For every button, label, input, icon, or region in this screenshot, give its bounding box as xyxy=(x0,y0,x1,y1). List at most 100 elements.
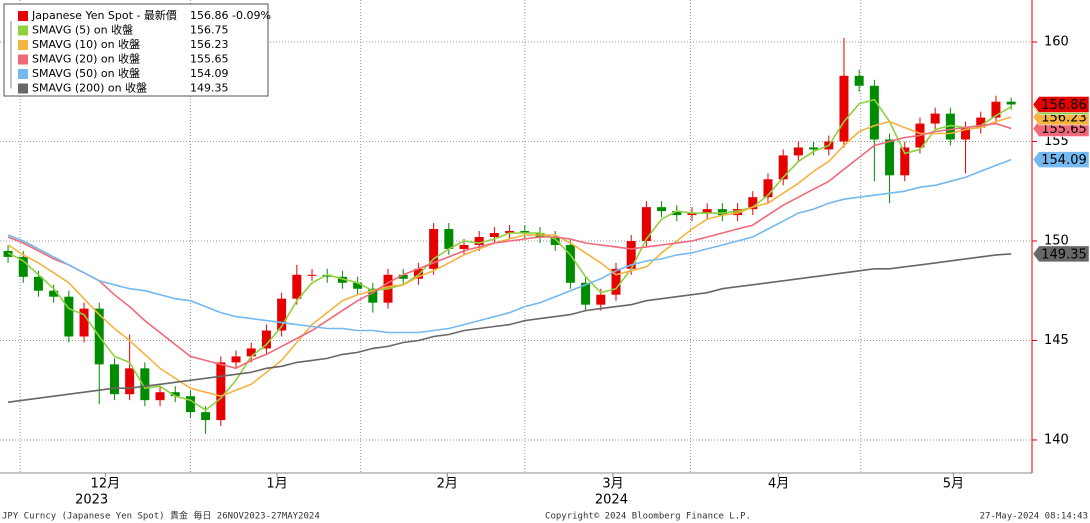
y-tick-label: 150 xyxy=(1044,233,1069,248)
candle-body xyxy=(961,127,971,140)
candle-body xyxy=(1006,101,1016,105)
x-tick-label: 4月 xyxy=(768,477,789,492)
value-tag xyxy=(1032,245,1090,263)
value-tag-label: 154.09 xyxy=(1041,153,1087,168)
candle-body xyxy=(596,294,606,305)
candle-body xyxy=(261,330,271,349)
legend-swatch xyxy=(18,25,28,36)
candle-body xyxy=(170,392,180,397)
candle-body xyxy=(793,147,803,156)
candle-body xyxy=(657,207,667,212)
plot-area xyxy=(0,0,1030,473)
legend-box xyxy=(3,3,269,97)
x-tick-label: 2月 xyxy=(437,477,458,492)
candle-body xyxy=(869,85,879,140)
legend-swatch xyxy=(18,83,28,94)
value-tag-label: 155.65 xyxy=(1041,122,1087,137)
footer-right: 27-May-2024 08:14:43 xyxy=(980,512,1088,522)
year-label: 2024 xyxy=(595,493,628,508)
value-tag-label: 149.35 xyxy=(1041,247,1087,262)
candle-body xyxy=(581,282,591,305)
legend-label: SMAVG (200) on 收盤 xyxy=(32,81,147,95)
candle-body xyxy=(672,211,682,216)
legend-value: 156.23 xyxy=(190,38,229,51)
candle-body xyxy=(125,368,135,395)
candle-body xyxy=(550,236,560,245)
x-tick-label: 12月 xyxy=(91,477,121,492)
legend-value: 156.86 xyxy=(190,9,229,22)
candle-body xyxy=(976,117,986,128)
candle-body xyxy=(748,197,758,210)
ma-line xyxy=(7,253,1012,403)
legend-value: 149.35 xyxy=(190,82,229,95)
candle-body xyxy=(778,155,788,180)
candle-body xyxy=(33,276,43,291)
value-tag xyxy=(1032,96,1090,113)
y-tick-label: 145 xyxy=(1044,333,1069,348)
candle-body xyxy=(733,209,743,216)
candle-body xyxy=(489,233,499,237)
candle-body xyxy=(246,348,256,357)
x-tick-label: 5月 xyxy=(943,477,964,492)
ma-line xyxy=(7,158,1012,334)
candle-body xyxy=(337,276,347,283)
legend-label: SMAVG (5) on 收盤 xyxy=(32,23,133,37)
candle-body xyxy=(322,274,332,277)
candle-body xyxy=(292,274,302,299)
candle-body xyxy=(687,213,697,216)
candle-body xyxy=(930,113,940,124)
candle-body xyxy=(991,101,1001,118)
value-tag xyxy=(1032,151,1090,168)
candle-body xyxy=(231,356,241,363)
candle-body xyxy=(140,368,150,401)
legend-swatch xyxy=(18,54,28,65)
legend-change: -0.09% xyxy=(232,9,271,22)
candle-body xyxy=(809,147,819,150)
candle-body xyxy=(717,209,727,216)
candle-body xyxy=(398,274,408,279)
ma-line xyxy=(7,116,1012,398)
candle-body xyxy=(109,364,119,395)
y-tick-label: 160 xyxy=(1044,34,1069,49)
candle-body xyxy=(854,75,864,86)
footer-left: JPY Curncy (Japanese Yen Spot) 貴金 毎日 26N… xyxy=(2,510,320,522)
candle-body xyxy=(201,412,211,421)
candle-body xyxy=(185,396,195,413)
candle-body xyxy=(474,236,484,245)
candle-body xyxy=(368,288,378,303)
candle-body xyxy=(611,268,621,295)
legend-swatch xyxy=(18,40,28,50)
ma-line xyxy=(7,98,1012,412)
legend-label: SMAVG (50) on 收盤 xyxy=(32,66,140,80)
legend: Japanese Yen Spot - 最新價 156.86 -0.09% SMAVG… xyxy=(3,3,271,97)
candle-body xyxy=(702,209,712,214)
candle-body xyxy=(353,282,363,289)
candle-body xyxy=(18,256,28,277)
legend-label: Japanese Yen Spot - 最新價 xyxy=(31,8,177,22)
candle-body xyxy=(277,298,287,331)
candle-body xyxy=(49,290,59,297)
legend-label: SMAVG (10) on 收盤 xyxy=(32,37,140,51)
year-label: 2023 xyxy=(75,493,108,508)
candle-body xyxy=(3,250,13,257)
x-tick-label: 3月 xyxy=(602,477,623,492)
legend-swatch xyxy=(18,11,28,21)
candle-body xyxy=(505,231,515,234)
candle-body xyxy=(945,113,955,140)
x-tick-label: 1月 xyxy=(266,477,287,492)
candle-body xyxy=(641,207,651,241)
candle-body xyxy=(626,240,636,269)
legend-value: 156.75 xyxy=(190,24,229,37)
legend-value: 155.65 xyxy=(190,53,229,66)
ma-line xyxy=(7,122,1012,370)
candle-body xyxy=(444,229,454,249)
y-tick-label: 155 xyxy=(1044,134,1069,149)
candle-body xyxy=(839,75,849,142)
candle-body xyxy=(885,139,895,176)
candle-body xyxy=(900,147,910,176)
legend-swatch xyxy=(18,69,28,79)
candle-body xyxy=(79,308,89,337)
legend-value: 154.09 xyxy=(190,67,229,80)
value-tag-label: 156.86 xyxy=(1041,98,1087,113)
